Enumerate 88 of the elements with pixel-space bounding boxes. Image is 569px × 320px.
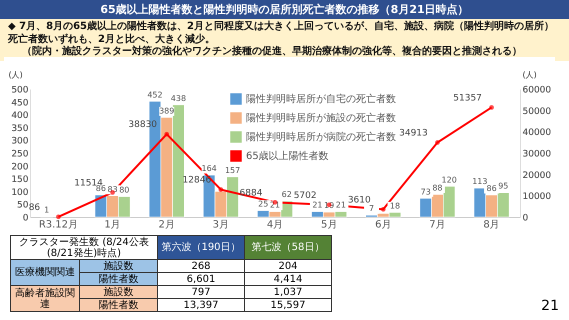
x-tick-label: 2月 — [158, 220, 175, 230]
text: ◆ 7月、8月の65歳以上の陽性者数は、2月と同程度又は大きく上回っているが、自宅、施設、病院（陽性判明時の居所）死亡者数いずれも、2月と比べ、大きく減少。 — [8, 21, 555, 45]
text: 6,601 — [158, 272, 244, 286]
data-label: 5702 — [294, 190, 317, 201]
legend-label: 陽性判明時居所が病院の死亡者数 — [246, 131, 396, 143]
data-label: 1 — [44, 206, 50, 215]
text: 4,414 — [244, 272, 332, 286]
text: （院内・施設クラスター対策の強化やワクチン接種の促進、早期治療体制の強化等、複合的要因と推測される） — [21, 46, 523, 58]
data-label: 157 — [224, 166, 240, 175]
data-label: 21 — [270, 200, 280, 210]
y-tick-label: 300 — [11, 136, 29, 147]
data-label: 34913 — [399, 128, 428, 139]
y-tick-label: 200 — [11, 162, 29, 172]
chart-title: 65歳以上陽性者数と陽性判明時の居所別死亡者数の推移（8月21日時点） — [0, 0, 569, 19]
text: クラスター発生数 (8/24公表(8/21発生)時点) — [10, 236, 158, 260]
point — [218, 187, 224, 192]
y2-tick-label: 40000 — [522, 128, 552, 138]
x-tick-label: 8月 — [483, 220, 500, 230]
text: 施設数 — [80, 286, 158, 298]
data-label: 18 — [390, 201, 400, 210]
y2-tick-label: 30000 — [522, 150, 552, 160]
text: 268 — [158, 260, 244, 272]
y-tick-label: 450 — [11, 98, 29, 108]
text: 陽性者数 — [80, 298, 158, 312]
text: 797 — [158, 286, 244, 298]
text: 高齢者施設関連 — [10, 286, 80, 312]
x-tick-label: 7月 — [429, 220, 446, 230]
x-tick-label: 5月 — [320, 220, 338, 230]
data-label: 95 — [498, 182, 508, 191]
text: 第六波（190日） — [158, 236, 244, 260]
y2-tick-label: 60000 — [522, 86, 552, 96]
data-label: 19 — [324, 201, 334, 210]
point — [380, 206, 386, 212]
text: 15,597 — [244, 298, 332, 312]
x-tick-label: 1月 — [104, 220, 121, 230]
x-tick-label: 3月 — [212, 220, 230, 230]
text: 第七波（58日） — [244, 236, 332, 260]
legend-label: 陽性判明時居所が施設の死亡者数 — [246, 112, 396, 124]
y2-tick-label: 20000 — [522, 170, 552, 181]
data-label: 389 — [159, 106, 174, 116]
data-label: 80 — [119, 186, 130, 195]
data-label: 62 — [282, 190, 292, 200]
y-tick-label: 500 — [11, 86, 29, 96]
data-label: 6884 — [240, 188, 263, 198]
data-label: 7 — [369, 204, 374, 214]
data-label: 88 — [432, 183, 443, 192]
y-tick-label: 150 — [11, 175, 29, 186]
x-tick-label: R3.12月 — [38, 220, 78, 230]
point — [164, 132, 170, 137]
text: 1,037 — [244, 286, 332, 298]
text: 医療機関関連 — [10, 260, 80, 286]
data-label: 83 — [107, 184, 118, 194]
y2-axis-title: (人) — [522, 70, 537, 80]
text: 施設数 — [80, 260, 158, 272]
data-label: 86 — [28, 202, 40, 213]
y-tick-label: 100 — [11, 188, 29, 198]
data-label: 3610 — [348, 195, 372, 206]
text: 21 — [541, 298, 559, 314]
text: 13,397 — [158, 298, 244, 312]
y-tick-label: 0 — [22, 214, 29, 224]
data-label: 21 — [312, 200, 323, 210]
data-label: 452 — [147, 90, 163, 100]
data-label: 73 — [420, 187, 431, 196]
y-tick-label: 350 — [11, 124, 29, 134]
y-tick-label: 250 — [11, 150, 29, 160]
data-label: 164 — [201, 164, 217, 174]
data-label: 51357 — [453, 93, 482, 104]
data-label: 25 — [258, 200, 268, 209]
y-axis-title: (人) — [8, 70, 23, 80]
y2-tick-label: 50000 — [522, 106, 552, 117]
text: 204 — [244, 260, 332, 272]
legend-label: 65歳以上陽性者数 — [246, 150, 329, 162]
y2-tick-label: 10000 — [522, 192, 552, 202]
point — [435, 140, 440, 145]
data-label: 113 — [472, 177, 488, 186]
y-tick-label: 50 — [17, 200, 29, 211]
point — [489, 105, 494, 110]
y2-tick-label: 0 — [522, 214, 528, 224]
data-label: 21 — [336, 200, 346, 210]
text: 陽性者数 — [80, 272, 158, 286]
y-tick-label: 400 — [11, 111, 29, 122]
data-label: 120 — [442, 175, 457, 184]
x-tick-label: 6月 — [375, 220, 392, 230]
point — [56, 214, 61, 220]
x-tick-label: 4月 — [266, 220, 284, 230]
data-label: 86 — [486, 184, 497, 193]
data-label: 438 — [170, 94, 186, 103]
legend-label: 陽性判明時居所が自宅の死亡者数 — [246, 93, 396, 105]
